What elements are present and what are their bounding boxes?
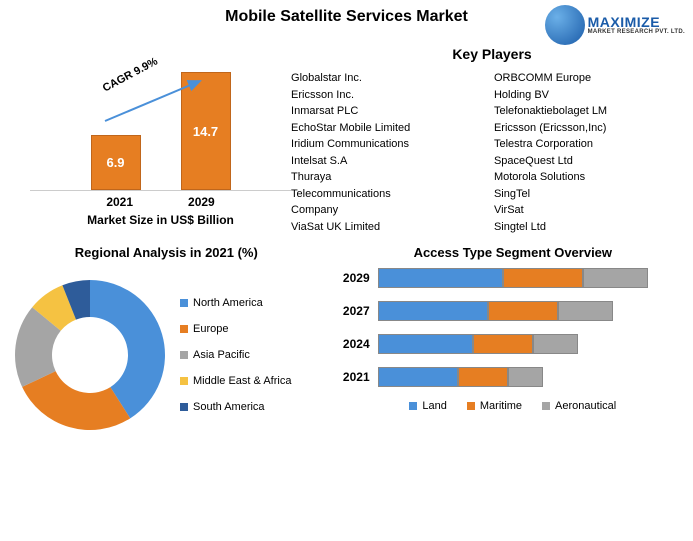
regional-analysis-section: Regional Analysis in 2021 (%) North Amer…: [0, 245, 333, 445]
hbar-row-2029: 2029: [333, 268, 693, 288]
legend-label: South America: [193, 401, 265, 413]
access-title: Access Type Segment Overview: [333, 245, 693, 260]
globe-icon: [545, 5, 585, 45]
hbar-seg-land: [378, 367, 458, 387]
legend-label: North America: [193, 297, 263, 309]
legend-label: Maritime: [480, 400, 522, 412]
key-player-item: Telefonaktiebolaget LM: [494, 103, 687, 120]
legend-item: Asia Pacific: [180, 349, 291, 361]
key-player-item: Motorola Solutions: [494, 169, 687, 186]
hbar-row-2027: 2027: [333, 301, 693, 321]
key-player-item: Iridium Communications: [291, 136, 484, 153]
hbar-seg-land: [378, 334, 473, 354]
access-type-section: Access Type Segment Overview 2029 2027 202…: [333, 245, 693, 445]
key-player-item: SingTel: [494, 186, 687, 203]
key-player-item: Telecommunications: [291, 186, 484, 203]
legend-item: Middle East & Africa: [180, 375, 291, 387]
legend-swatch: [180, 377, 188, 385]
hbar-seg-maritime: [503, 268, 583, 288]
bar-2021: 6.9: [91, 135, 141, 190]
key-player-item: Singtel Ltd: [494, 219, 687, 236]
market-size-chart: CAGR 9.9% 6.914.7 20212029 Market Size i…: [0, 41, 291, 235]
legend-label: Europe: [193, 323, 228, 335]
key-player-item: EchoStar Mobile Limited: [291, 120, 484, 137]
legend-label: Aeronautical: [555, 400, 616, 412]
legend-swatch: [180, 403, 188, 411]
key-player-item: Inmarsat PLC: [291, 103, 484, 120]
hbar-year-label: 2021: [333, 370, 378, 384]
hbar-seg-aeronautical: [508, 367, 543, 387]
hbar-seg-maritime: [473, 334, 533, 354]
hbar-seg-maritime: [488, 301, 558, 321]
legend-swatch: [542, 402, 550, 410]
key-player-item: Ericsson Inc.: [291, 87, 484, 104]
key-players-section: Key Players Globalstar Inc.Ericsson Inc.…: [291, 41, 693, 235]
legend-swatch: [467, 402, 475, 410]
logo-main-text: MAXIMIZE: [588, 15, 685, 29]
key-player-item: ORBCOMM Europe: [494, 70, 687, 87]
key-players-col2: ORBCOMM EuropeHolding BVTelefonaktiebola…: [494, 70, 687, 235]
key-player-item: ViaSat UK Limited: [291, 219, 484, 236]
access-legend: Land Maritime Aeronautical: [333, 400, 693, 412]
legend-item: South America: [180, 401, 291, 413]
regional-title: Regional Analysis in 2021 (%): [0, 245, 333, 260]
key-player-item: Thuraya: [291, 169, 484, 186]
key-player-item: VirSat: [494, 202, 687, 219]
bar-label-2029: 2029: [188, 195, 215, 209]
key-players-title: Key Players: [291, 46, 693, 62]
hbar-row-2024: 2024: [333, 334, 693, 354]
legend-item: Europe: [180, 323, 291, 335]
logo-sub-text: MARKET RESEARCH PVT. LTD.: [588, 29, 685, 35]
hbar-year-label: 2029: [333, 271, 378, 285]
access-legend-item: Aeronautical: [542, 400, 616, 412]
hbar-seg-aeronautical: [533, 334, 578, 354]
hbar-seg-maritime: [458, 367, 508, 387]
key-player-item: Globalstar Inc.: [291, 70, 484, 87]
hbar-seg-land: [378, 301, 488, 321]
hbar-row-2021: 2021: [333, 367, 693, 387]
legend-label: Middle East & Africa: [193, 375, 291, 387]
legend-label: Asia Pacific: [193, 349, 250, 361]
hbar-seg-land: [378, 268, 503, 288]
donut-legend: North America Europe Asia Pacific Middle Ea…: [180, 297, 291, 413]
legend-label: Land: [422, 400, 446, 412]
hbar-year-label: 2027: [333, 304, 378, 318]
legend-item: North America: [180, 297, 291, 309]
legend-swatch: [409, 402, 417, 410]
key-player-item: Intelsat S.A: [291, 153, 484, 170]
hbar-seg-aeronautical: [558, 301, 613, 321]
key-players-col1: Globalstar Inc.Ericsson Inc.Inmarsat PLC…: [291, 70, 484, 235]
legend-swatch: [180, 299, 188, 307]
key-player-item: Company: [291, 202, 484, 219]
arrow-icon: [100, 76, 210, 126]
access-legend-item: Maritime: [467, 400, 522, 412]
legend-swatch: [180, 325, 188, 333]
key-player-item: Ericsson (Ericsson,Inc): [494, 120, 687, 137]
access-legend-item: Land: [409, 400, 446, 412]
hbar-year-label: 2024: [333, 337, 378, 351]
market-size-subtitle: Market Size in US$ Billion: [30, 213, 291, 227]
bar-label-2021: 2021: [106, 195, 133, 209]
key-player-item: SpaceQuest Ltd: [494, 153, 687, 170]
brand-logo: MAXIMIZE MARKET RESEARCH PVT. LTD.: [545, 5, 685, 45]
legend-swatch: [180, 351, 188, 359]
key-player-item: Telestra Corporation: [494, 136, 687, 153]
hbar-seg-aeronautical: [583, 268, 648, 288]
donut-slice: [22, 371, 130, 430]
donut-chart: [0, 265, 180, 445]
key-player-item: Holding BV: [494, 87, 687, 104]
